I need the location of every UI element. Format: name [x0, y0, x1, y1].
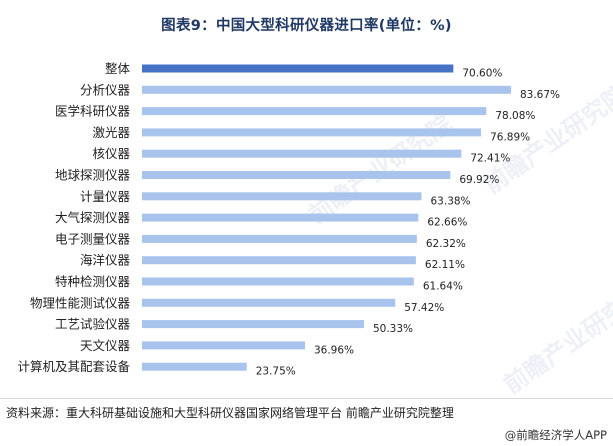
chart-title: 图表9：中国大型科研仪器进口率(单位：%)	[161, 18, 452, 34]
category-label: 工艺试验仪器	[55, 317, 131, 332]
bar	[142, 277, 414, 286]
bar	[142, 341, 305, 350]
category-label: 电子测量仪器	[55, 231, 131, 246]
bar	[142, 64, 454, 73]
bar	[142, 362, 247, 371]
category-label: 核仪器	[92, 146, 130, 161]
divider	[0, 398, 613, 399]
value-label: 50.33%	[373, 323, 413, 335]
category-label: 计算机及其配套设备	[17, 359, 130, 374]
bar	[142, 298, 396, 307]
category-label: 特种检测仪器	[55, 274, 131, 289]
value-label: 83.67%	[520, 89, 560, 101]
bar	[142, 107, 487, 116]
value-label: 70.60%	[462, 68, 502, 80]
source-note: 资料来源：重大科研基础设施和大型科研仪器国家网络管理平台 前瞻产业研究院整理	[6, 406, 454, 420]
bar	[142, 149, 462, 158]
bar	[142, 128, 482, 137]
category-label: 地球探测仪器	[55, 168, 131, 183]
value-label: 61.64%	[423, 281, 463, 293]
value-label: 62.66%	[427, 217, 467, 229]
bar	[142, 171, 451, 179]
bar	[142, 320, 364, 329]
category-label: 医学科研仪器	[55, 104, 131, 119]
category-label: 天文仪器	[80, 338, 131, 353]
category-label: 激光器	[92, 125, 130, 140]
value-label: 78.08%	[495, 110, 535, 122]
category-label: 大气探测仪器	[55, 210, 131, 225]
category-label: 整体	[105, 61, 131, 76]
value-label: 36.96%	[314, 344, 354, 356]
bar	[142, 256, 416, 265]
category-label: 物理性能测试仪器	[30, 295, 131, 310]
category-label: 分析仪器	[80, 82, 131, 97]
category-label: 海洋仪器	[80, 253, 131, 268]
bar	[142, 192, 422, 201]
bar	[142, 213, 419, 222]
value-label: 69.92%	[459, 174, 499, 186]
value-label: 63.38%	[431, 195, 471, 207]
value-label: 23.75%	[256, 366, 296, 378]
value-label: 57.42%	[404, 302, 444, 314]
value-label: 62.32%	[426, 238, 466, 250]
value-label: 72.41%	[470, 153, 510, 165]
brand-credit: @前瞻经济学人APP	[504, 428, 607, 442]
bar-chart: 整体 70.60% 分析仪器 83.67% 医学科研仪器 78.08% 激光器 76.89% 核…	[17, 61, 560, 378]
category-label: 计量仪器	[80, 189, 131, 204]
value-label: 76.89%	[490, 131, 530, 143]
value-label: 62.11%	[425, 259, 465, 271]
bar	[142, 234, 417, 243]
bar	[142, 85, 511, 94]
